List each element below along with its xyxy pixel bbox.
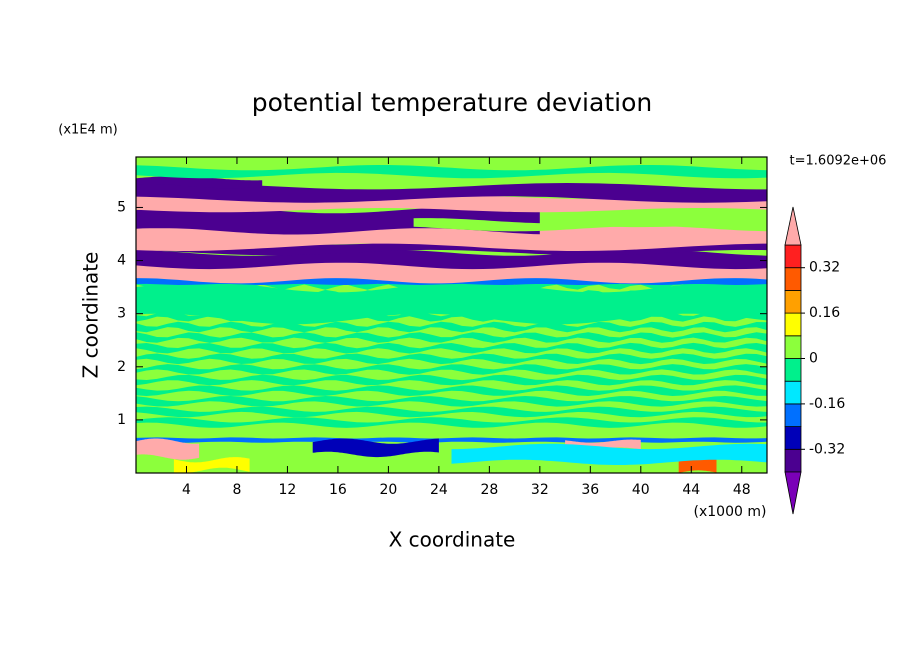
field-band [413, 218, 767, 232]
field-band [136, 374, 767, 386]
x-tick-label: 28 [480, 482, 498, 498]
colorbar-tick-label: 0.16 [809, 305, 840, 321]
field-band [136, 239, 767, 256]
field-band [136, 438, 200, 460]
colorbar-tick-label: 0.32 [809, 260, 840, 276]
plot-frame [135, 156, 768, 474]
field-band [136, 364, 767, 375]
colorbar-box [784, 267, 802, 291]
x-tick-label: 20 [379, 482, 397, 498]
x-tick-label: 40 [632, 482, 650, 498]
y-tick-label: 5 [117, 199, 126, 215]
field-band [136, 406, 767, 418]
field-band [136, 332, 767, 343]
colorbar-box [784, 358, 802, 382]
colorbar-box [784, 312, 802, 337]
x-tick-label: 24 [430, 482, 448, 498]
field-band [136, 321, 767, 333]
colorbar-tick-label: -0.16 [809, 396, 845, 412]
contour-field [136, 157, 767, 473]
field-band [136, 417, 767, 428]
colorbar-box [784, 289, 802, 314]
field-band [136, 183, 767, 203]
field-band [136, 176, 263, 189]
x-tick-label: 16 [329, 482, 347, 498]
colorbar-extend-high [784, 206, 802, 246]
field-band [312, 438, 439, 458]
colorbar-box [784, 244, 802, 269]
y-unit-label: (x1E4 m) [58, 123, 117, 138]
x-tick-label: 32 [531, 482, 549, 498]
field-band [451, 443, 767, 465]
field-band [136, 165, 767, 179]
y-axis-label: Z coordinate [79, 252, 103, 379]
y-tick-label: 4 [117, 253, 126, 269]
y-tick-label: 2 [117, 359, 126, 375]
x-tick-label: 12 [279, 482, 297, 498]
x-tick-label: 36 [581, 482, 599, 498]
field-band [136, 353, 767, 365]
colorbar-tick-label: 0 [809, 351, 818, 367]
colorbar-tick-label: -0.32 [809, 441, 845, 457]
colorbar-extend-low [784, 471, 802, 515]
chart-title: potential temperature deviation [252, 88, 652, 117]
y-tick-label: 3 [117, 306, 126, 322]
field-band [136, 281, 767, 325]
colorbar-box [784, 403, 802, 427]
time-label: t=1.6092e+06 [790, 154, 887, 169]
x-tick-label: 44 [682, 482, 700, 498]
x-tick-label: 48 [733, 482, 751, 498]
colorbar-box [784, 380, 802, 405]
field-band [136, 342, 767, 354]
colorbar-box [784, 448, 802, 473]
x-axis-label: X coordinate [389, 528, 516, 552]
y-tick-label: 1 [117, 412, 126, 428]
x-tick-label: 4 [182, 482, 191, 498]
field-band [136, 385, 767, 396]
x-tick-label: 8 [232, 482, 241, 498]
colorbar-box [784, 335, 802, 359]
field-band [136, 396, 767, 407]
field-band [136, 437, 767, 443]
x-unit-label: (x1000 m) [694, 504, 767, 520]
colorbar-box [784, 426, 802, 450]
field-band [173, 457, 250, 473]
